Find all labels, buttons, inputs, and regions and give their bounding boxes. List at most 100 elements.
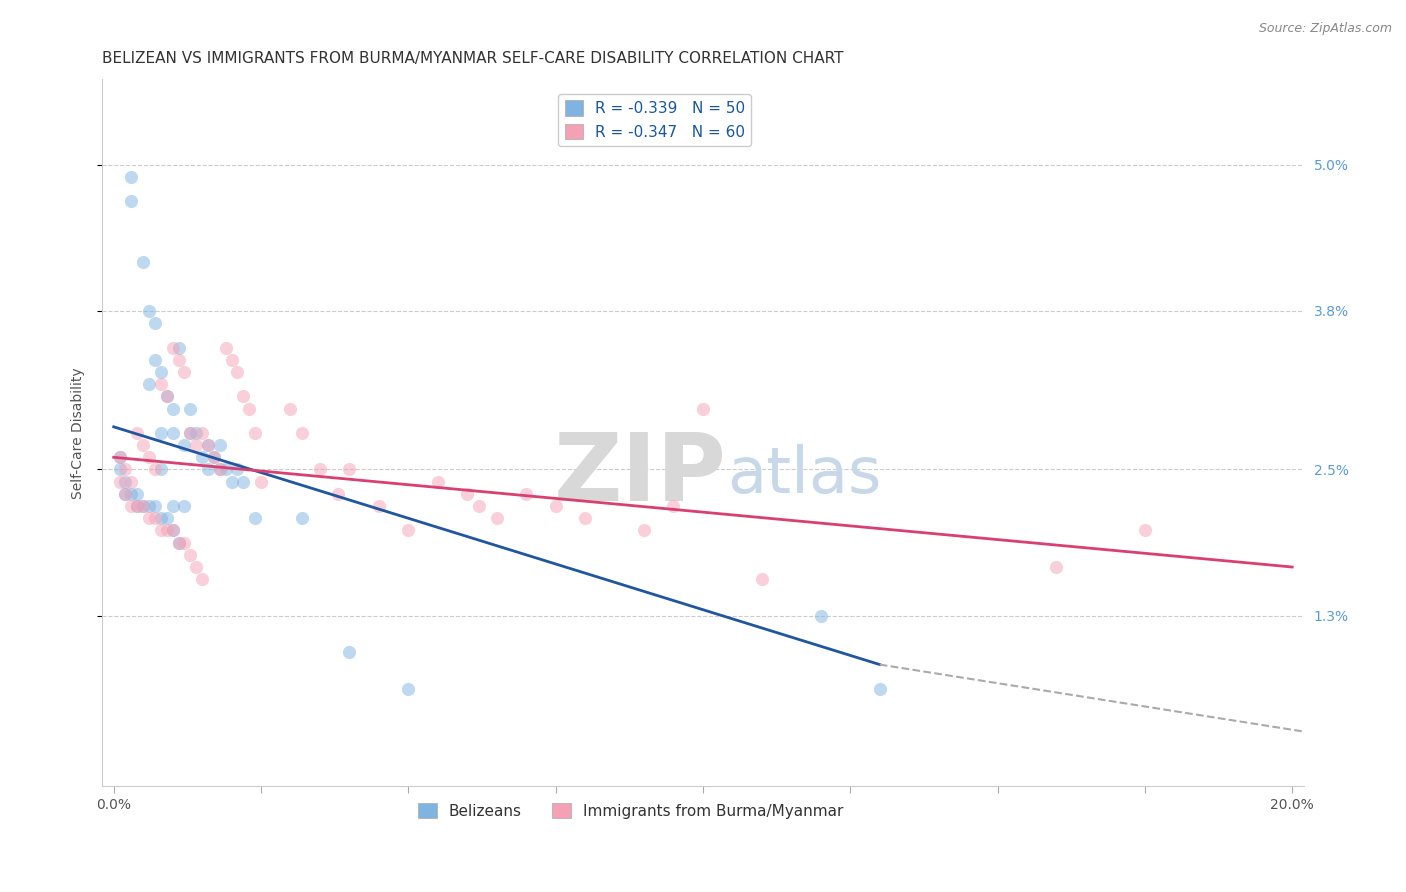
Text: atlas: atlas xyxy=(727,444,882,507)
Point xyxy=(202,450,225,465)
Point xyxy=(869,681,891,696)
Point xyxy=(138,511,160,525)
Point xyxy=(232,475,254,489)
Text: Source: ZipAtlas.com: Source: ZipAtlas.com xyxy=(1258,22,1392,36)
Point xyxy=(396,681,419,696)
Point xyxy=(120,194,142,209)
Point xyxy=(208,438,231,452)
Point xyxy=(291,425,314,440)
Point xyxy=(326,487,349,501)
Point xyxy=(162,524,184,538)
Point xyxy=(186,438,208,452)
Point xyxy=(197,438,219,452)
Point xyxy=(662,499,685,513)
Point xyxy=(127,425,149,440)
Point xyxy=(456,487,478,501)
Point xyxy=(108,450,131,465)
Point xyxy=(191,450,214,465)
Point xyxy=(1133,524,1156,538)
Point xyxy=(138,499,160,513)
Point xyxy=(214,341,236,355)
Text: BELIZEAN VS IMMIGRANTS FROM BURMA/MYANMAR SELF-CARE DISABILITY CORRELATION CHART: BELIZEAN VS IMMIGRANTS FROM BURMA/MYANMA… xyxy=(101,51,844,66)
Point xyxy=(751,572,773,586)
Point xyxy=(149,524,172,538)
Point xyxy=(162,341,184,355)
Point xyxy=(485,511,508,525)
Point xyxy=(120,169,142,184)
Point xyxy=(574,511,596,525)
Point xyxy=(138,450,160,465)
Point xyxy=(143,511,166,525)
Point xyxy=(179,401,201,416)
Point xyxy=(367,499,389,513)
Point xyxy=(156,524,179,538)
Point xyxy=(692,401,714,416)
Point xyxy=(232,389,254,403)
Point xyxy=(191,425,214,440)
Point xyxy=(149,365,172,379)
Point xyxy=(120,499,142,513)
Point xyxy=(167,341,190,355)
Point xyxy=(127,487,149,501)
Point xyxy=(173,365,195,379)
Point xyxy=(197,438,219,452)
Point xyxy=(173,499,195,513)
Point xyxy=(280,401,302,416)
Point xyxy=(143,352,166,367)
Point xyxy=(544,499,567,513)
Point xyxy=(238,401,260,416)
Point xyxy=(250,475,273,489)
Point xyxy=(127,499,149,513)
Point xyxy=(173,438,195,452)
Point xyxy=(226,462,249,476)
Point xyxy=(138,377,160,392)
Point xyxy=(337,462,360,476)
Point xyxy=(243,425,266,440)
Point xyxy=(810,608,832,623)
Point xyxy=(156,389,179,403)
Point xyxy=(186,425,208,440)
Point xyxy=(149,462,172,476)
Point xyxy=(191,572,214,586)
Point xyxy=(132,255,155,269)
Point xyxy=(167,352,190,367)
Point xyxy=(132,499,155,513)
Point xyxy=(143,499,166,513)
Point xyxy=(156,389,179,403)
Point xyxy=(468,499,491,513)
Point xyxy=(214,462,236,476)
Point xyxy=(186,560,208,574)
Point xyxy=(167,535,190,549)
Point xyxy=(132,499,155,513)
Point xyxy=(162,499,184,513)
Point xyxy=(633,524,655,538)
Point xyxy=(114,487,136,501)
Point xyxy=(149,425,172,440)
Point xyxy=(197,462,219,476)
Point xyxy=(108,475,131,489)
Point xyxy=(337,645,360,659)
Point xyxy=(173,535,195,549)
Point xyxy=(143,316,166,330)
Point xyxy=(114,475,136,489)
Point xyxy=(120,475,142,489)
Point xyxy=(162,401,184,416)
Point xyxy=(162,425,184,440)
Point xyxy=(226,365,249,379)
Point xyxy=(132,438,155,452)
Point xyxy=(396,524,419,538)
Point xyxy=(208,462,231,476)
Y-axis label: Self-Care Disability: Self-Care Disability xyxy=(72,368,86,499)
Point xyxy=(114,462,136,476)
Point xyxy=(221,352,243,367)
Point xyxy=(149,377,172,392)
Point xyxy=(309,462,332,476)
Point xyxy=(208,462,231,476)
Text: ZIP: ZIP xyxy=(554,429,727,521)
Point xyxy=(108,462,131,476)
Point xyxy=(515,487,537,501)
Point xyxy=(179,425,201,440)
Point xyxy=(114,487,136,501)
Point xyxy=(426,475,449,489)
Point xyxy=(179,425,201,440)
